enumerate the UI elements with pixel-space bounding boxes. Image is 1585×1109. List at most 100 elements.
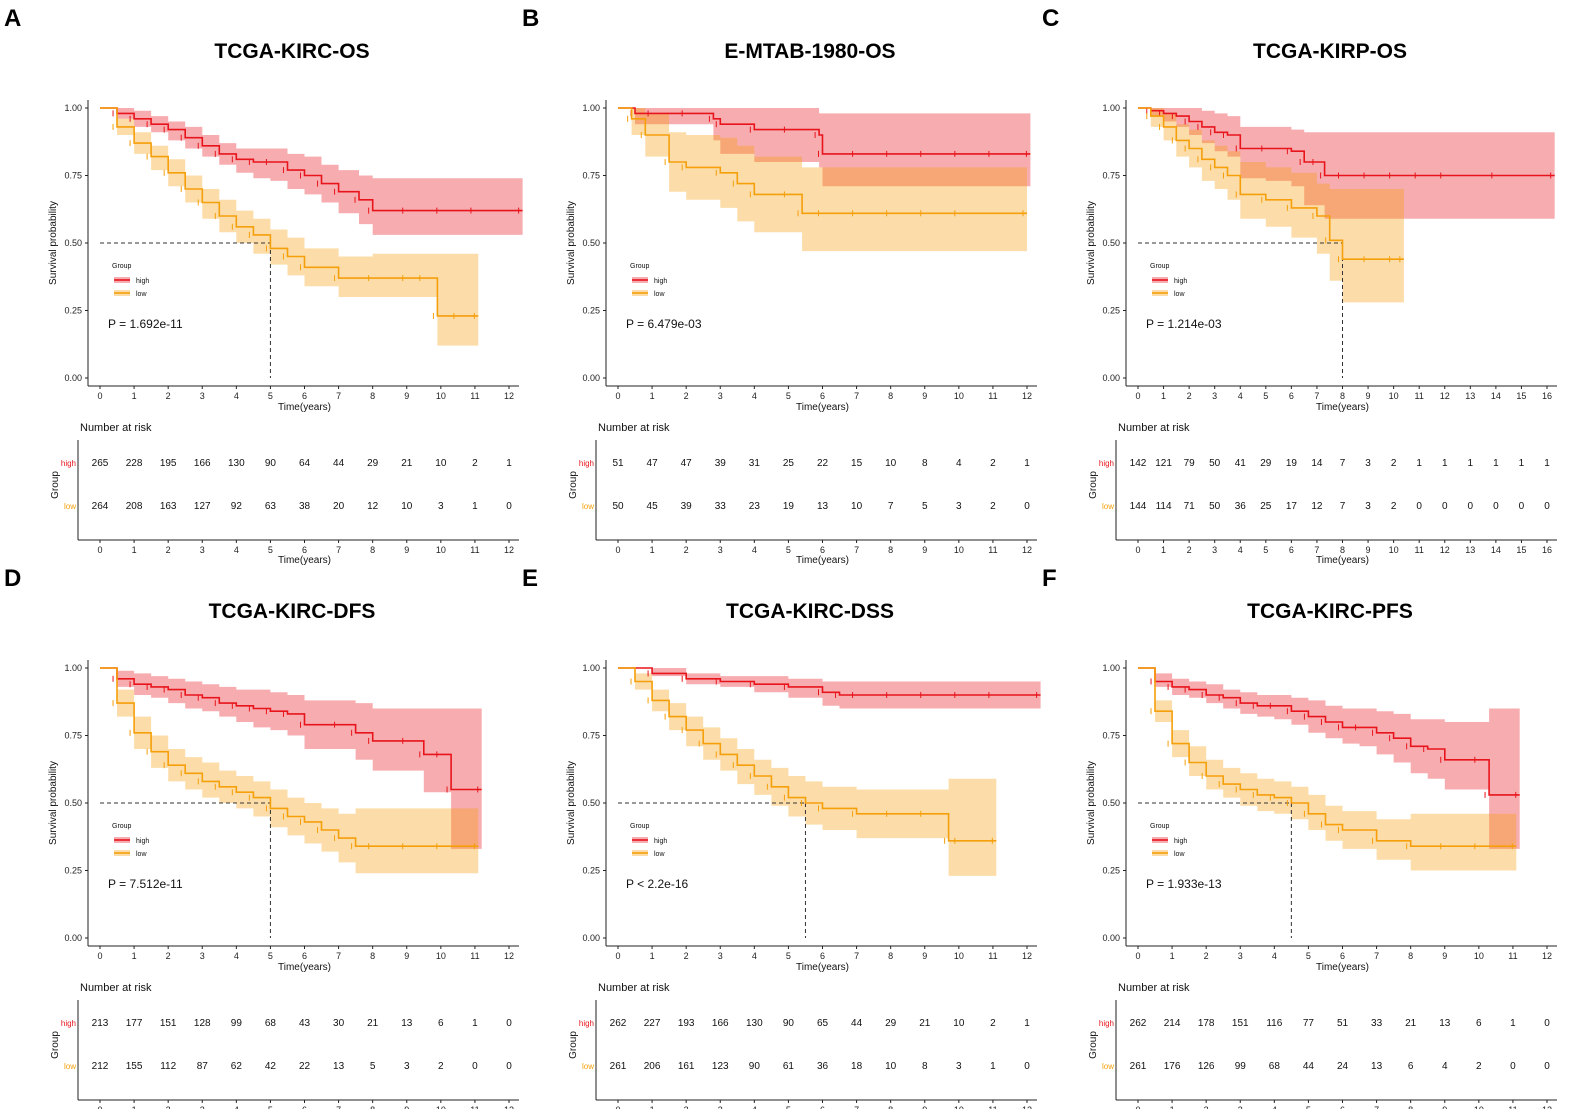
- risk-x-tick-label: 10: [954, 545, 964, 555]
- risk-high-count: 3: [1365, 458, 1371, 469]
- p-value: P = 1.692e-11: [108, 317, 183, 331]
- y-tick-label: 1.00: [582, 103, 600, 113]
- risk-x-tick-label: 4: [752, 545, 757, 555]
- risk-low-count: 13: [333, 1061, 345, 1072]
- risk-table-title: Number at risk: [1118, 982, 1190, 994]
- panel-letter: A: [4, 5, 21, 32]
- risk-table-title: Number at risk: [598, 982, 670, 994]
- risk-x-tick-label: 5: [1263, 545, 1268, 555]
- risk-low-count: 0: [506, 1061, 512, 1072]
- risk-low-count: 212: [92, 1061, 109, 1072]
- y-tick-label: 0.25: [1102, 866, 1120, 876]
- risk-low-count: 4: [1442, 1061, 1448, 1072]
- legend-low-label: low: [1174, 291, 1185, 298]
- risk-high-count: 166: [194, 458, 211, 469]
- risk-x-tick-label: 0: [615, 1105, 620, 1109]
- risk-x-tick-label: 2: [684, 545, 689, 555]
- y-tick-label: 0.25: [64, 866, 82, 876]
- risk-low-count: 24: [1337, 1061, 1349, 1072]
- x-tick-label: 3: [718, 391, 723, 401]
- x-tick-label: 16: [1542, 391, 1552, 401]
- risk-low-count: 13: [1371, 1061, 1383, 1072]
- risk-low-count: 39: [681, 501, 693, 512]
- risk-low-count: 0: [1519, 501, 1525, 512]
- y-tick-label: 0.00: [64, 373, 82, 383]
- risk-low-count: 7: [1340, 501, 1346, 512]
- high-ci-band: [1138, 668, 1520, 849]
- risk-high-count: 166: [712, 1018, 729, 1029]
- risk-high-count: 68: [265, 1018, 277, 1029]
- risk-x-tick-label: 9: [1442, 1105, 1447, 1109]
- x-tick-label: 11: [1415, 391, 1424, 401]
- high-survival-curve: [618, 667, 1041, 696]
- risk-low-count: 155: [126, 1061, 143, 1072]
- x-tick-label: 3: [1238, 951, 1243, 961]
- risk-high-count: 47: [681, 458, 693, 469]
- risk-low-count: 261: [1130, 1061, 1147, 1072]
- risk-high-count: 90: [783, 1018, 795, 1029]
- x-tick-label: 3: [200, 391, 205, 401]
- risk-high-count: 1: [1468, 458, 1474, 469]
- risk-x-tick-label: 3: [718, 545, 723, 555]
- low-survival-curve: [1138, 107, 1404, 260]
- low-ci-band: [100, 108, 479, 346]
- risk-high-count: 151: [1232, 1018, 1249, 1029]
- risk-high-count: 8: [922, 458, 928, 469]
- x-tick-label: 7: [336, 391, 341, 401]
- x-tick-label: 8: [1340, 391, 1345, 401]
- risk-x-tick-label: 1: [650, 545, 655, 555]
- x-tick-label: 2: [1187, 391, 1192, 401]
- risk-high-count: 265: [92, 458, 109, 469]
- risk-high-count: 0: [1544, 1018, 1550, 1029]
- risk-low-count: 264: [92, 501, 109, 512]
- risk-high-count: 177: [126, 1018, 143, 1029]
- risk-low-count: 0: [1544, 501, 1550, 512]
- risk-high-count: 2: [472, 458, 478, 469]
- risk-high-count: 33: [1371, 1018, 1383, 1029]
- x-tick-label: 6: [1340, 951, 1345, 961]
- y-tick-label: 0.75: [1102, 731, 1120, 741]
- x-tick-label: 8: [370, 391, 375, 401]
- risk-high-count: 51: [612, 458, 624, 469]
- x-tick-label: 6: [302, 951, 307, 961]
- risk-high-count: 31: [749, 458, 761, 469]
- risk-x-tick-label: 5: [786, 1105, 791, 1109]
- x-axis-title: Time(years): [796, 402, 849, 413]
- risk-x-tick-label: 1: [1161, 545, 1166, 555]
- y-tick-label: 1.00: [1102, 103, 1120, 113]
- x-tick-label: 8: [888, 391, 893, 401]
- risk-high-count: 1: [1519, 458, 1525, 469]
- x-tick-label: 15: [1516, 391, 1526, 401]
- x-tick-label: 7: [336, 951, 341, 961]
- y-tick-label: 0.00: [64, 933, 82, 943]
- risk-high-count: 151: [160, 1018, 177, 1029]
- y-tick-label: 0.75: [64, 731, 82, 741]
- risk-high-label: high: [1099, 1019, 1114, 1028]
- x-tick-label: 5: [268, 391, 273, 401]
- risk-high-count: 77: [1303, 1018, 1315, 1029]
- risk-low-label: low: [64, 1062, 76, 1071]
- x-tick-label: 0: [1135, 391, 1140, 401]
- panel-title: TCGA-KIRP-OS: [1253, 40, 1407, 63]
- x-tick-label: 8: [888, 951, 893, 961]
- x-tick-label: 9: [922, 391, 927, 401]
- panel-title: TCGA-KIRC-PFS: [1247, 600, 1413, 623]
- risk-low-count: 17: [1286, 501, 1298, 512]
- x-tick-label: 4: [234, 951, 239, 961]
- risk-low-count: 71: [1184, 501, 1196, 512]
- x-tick-label: 3: [200, 951, 205, 961]
- risk-x-tick-label: 9: [922, 1105, 927, 1109]
- risk-low-count: 0: [1442, 501, 1448, 512]
- risk-low-count: 38: [299, 501, 311, 512]
- x-tick-label: 4: [752, 391, 757, 401]
- risk-high-count: 128: [194, 1018, 211, 1029]
- legend-title: Group: [1150, 263, 1170, 270]
- risk-high-count: 116: [1266, 1018, 1282, 1029]
- x-tick-label: 7: [854, 391, 859, 401]
- risk-high-count: 51: [1337, 1018, 1349, 1029]
- risk-x-tick-label: 7: [854, 545, 859, 555]
- risk-y-title: Group: [568, 471, 579, 499]
- risk-low-count: 13: [817, 501, 829, 512]
